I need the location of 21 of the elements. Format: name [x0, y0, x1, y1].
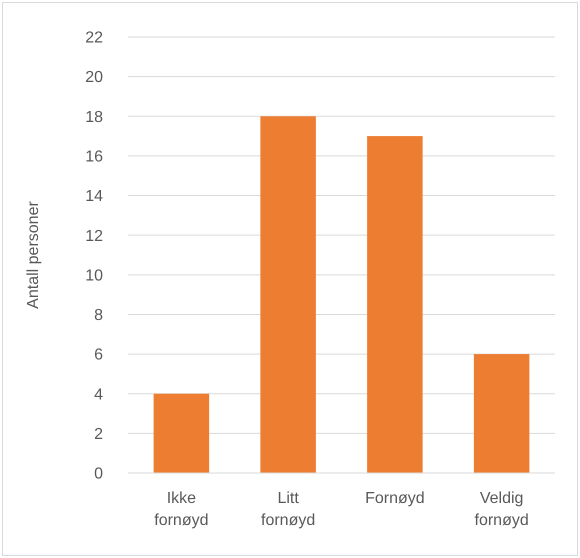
- y-tick-label: 18: [85, 108, 104, 126]
- y-tick-label: 22: [85, 30, 104, 47]
- y-tick-label: 8: [94, 307, 104, 324]
- x-tick-label: Ikke fornøyd: [154, 490, 208, 529]
- y-axis-title: Antall personer: [25, 200, 42, 309]
- y-tick-label: 4: [94, 386, 104, 404]
- y-tick-label: 16: [85, 148, 104, 166]
- y-tick-label: 6: [94, 346, 104, 364]
- y-tick-label: 14: [85, 188, 104, 206]
- y-tick-label: 10: [85, 267, 104, 284]
- bar: [260, 116, 316, 473]
- y-tick-label: 20: [85, 69, 104, 86]
- x-tick-label: Veldig fornøyd: [474, 490, 529, 529]
- x-tick-label: Litt fornøyd: [261, 490, 316, 529]
- y-tick-label: 0: [94, 466, 104, 483]
- y-tick-label: 2: [94, 426, 104, 443]
- y-tick-label: 12: [85, 228, 104, 245]
- bar: [367, 136, 423, 473]
- bar: [154, 394, 210, 473]
- bar: [474, 354, 530, 473]
- x-tick-label: Fornøyd: [365, 490, 425, 507]
